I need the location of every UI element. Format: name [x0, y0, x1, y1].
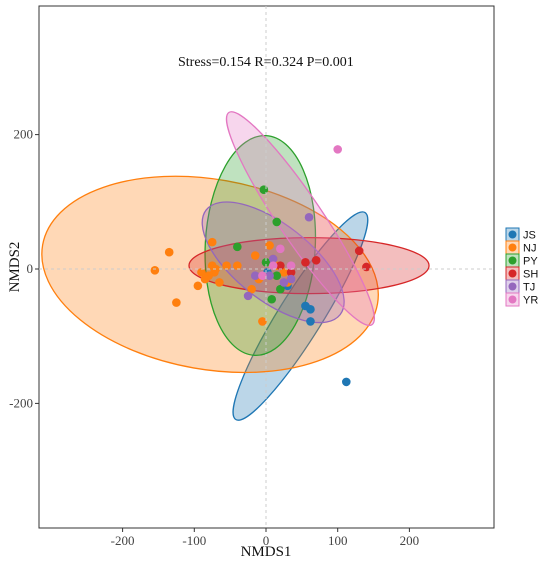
point-sh	[362, 262, 371, 272]
point-nj	[215, 278, 224, 287]
point-tj	[250, 271, 260, 281]
point-sh	[354, 246, 364, 256]
y-axis-title: NMDS2	[7, 242, 23, 293]
stress-annotation: Stress=0.154 R=0.324 P=0.001	[178, 55, 354, 70]
x-axis-title: NMDS1	[241, 544, 292, 560]
y-tick-label: 200	[14, 127, 34, 142]
point-sh	[276, 261, 285, 270]
point-py	[272, 217, 282, 227]
point-py	[267, 294, 277, 304]
legend-dot-nj	[508, 243, 517, 252]
point-yr	[333, 145, 343, 154]
x-tick-label: -100	[182, 533, 206, 548]
point-js	[342, 377, 351, 387]
point-yr	[286, 261, 296, 270]
point-py	[259, 185, 269, 195]
point-nj	[207, 237, 217, 247]
point-tj	[243, 291, 253, 301]
point-nj	[150, 266, 160, 275]
legend-dot-sh	[508, 269, 517, 278]
point-nj	[233, 261, 242, 270]
point-nj	[172, 298, 181, 307]
legend-label-nj: NJ	[523, 243, 536, 255]
point-py	[233, 242, 242, 252]
point-nj	[247, 284, 256, 294]
legend-dot-yr	[508, 295, 517, 304]
x-tick-label: 100	[328, 533, 348, 548]
y-tick-label: 0	[27, 261, 34, 276]
point-sh	[301, 257, 310, 267]
legend-label-js: JS	[523, 230, 536, 242]
legend-label-sh: SH	[523, 269, 538, 281]
point-tj	[265, 271, 274, 281]
point-sh	[311, 255, 321, 265]
legend-dot-js	[508, 230, 517, 239]
point-nj	[200, 274, 210, 284]
point-nj	[279, 268, 289, 277]
legend-label-py: PY	[523, 256, 538, 268]
point-nj	[265, 241, 274, 250]
point-tj	[279, 278, 289, 287]
x-tick-label: 0	[263, 533, 270, 548]
axis-ticks: -200 -100 0 100 200 200 0 -200	[9, 127, 419, 548]
point-py	[272, 271, 282, 281]
point-nj	[193, 281, 203, 291]
legend-dot-py	[508, 256, 517, 265]
point-nj	[197, 268, 206, 277]
point-yr	[268, 261, 278, 270]
point-nj	[258, 317, 267, 326]
point-js	[306, 305, 315, 314]
x-tick-label: 200	[400, 533, 420, 548]
point-sh	[286, 268, 296, 277]
point-tj	[286, 274, 296, 284]
ellipse-yr	[225, 111, 375, 327]
legend-label-yr: YR	[523, 295, 538, 307]
zero-lines	[39, 6, 494, 528]
point-nj	[222, 261, 231, 270]
point-nj	[164, 247, 174, 257]
point-py	[276, 284, 285, 294]
point-yr	[258, 271, 267, 281]
point-tj	[304, 212, 314, 222]
point-js	[306, 317, 315, 326]
point-yr	[276, 244, 285, 254]
legend-dot-tj	[508, 282, 517, 291]
y-tick-label: -200	[9, 395, 33, 410]
point-nj	[250, 251, 260, 260]
point-tj	[268, 254, 278, 264]
legend-label-tj: TJ	[523, 282, 535, 294]
x-tick-label: -200	[111, 533, 135, 548]
ellipse-sh	[188, 236, 430, 295]
confidence-ellipses	[41, 111, 430, 421]
point-py	[261, 257, 271, 267]
